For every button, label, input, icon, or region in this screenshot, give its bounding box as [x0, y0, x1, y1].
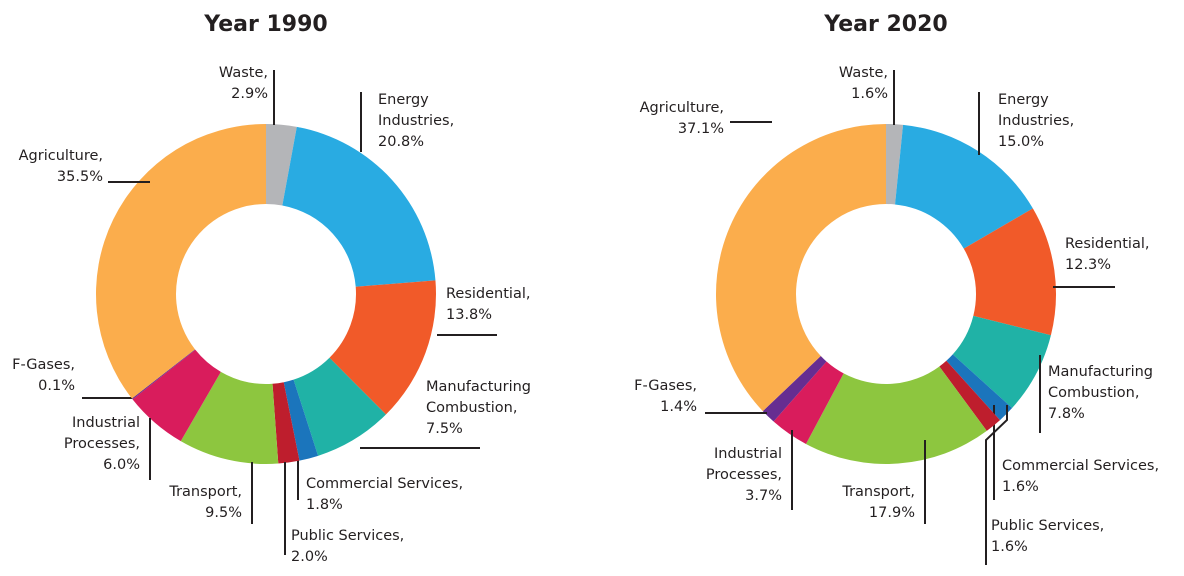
category-name: Public Services,	[291, 528, 405, 544]
donut-segment	[329, 280, 436, 415]
value-label: 9.5%	[205, 505, 242, 521]
donut-segment	[293, 357, 386, 456]
segment-label: Agriculture, 37.1%	[640, 98, 724, 140]
donut-segment	[131, 349, 196, 400]
value-label: 7.8%	[1048, 406, 1085, 422]
leader-line	[985, 405, 1008, 565]
donut-segment	[266, 124, 297, 206]
segment-label: Commercial Services, 1.8%	[306, 474, 463, 516]
donut-segment	[773, 361, 844, 444]
segment-label: Waste, 1.6%	[839, 63, 888, 105]
value-label: 2.0%	[291, 549, 328, 565]
value-label: 17.9%	[868, 505, 915, 521]
segment-label: Residential, 12.3%	[1065, 234, 1149, 276]
donut-segment	[132, 349, 221, 442]
segment-label: Commercial Services, 1.6%	[1002, 456, 1159, 498]
category-name: F-Gases,	[634, 378, 697, 394]
value-label: 13.8%	[446, 307, 493, 323]
value-label: 1.6%	[1002, 479, 1039, 495]
category-name: Energy Industries,	[378, 92, 455, 129]
segment-label: F-Gases, 0.1%	[12, 355, 75, 397]
segment-label: Industrial Processes, 6.0%	[40, 413, 140, 476]
value-label: 2.9%	[231, 86, 268, 102]
category-name: Residential,	[446, 286, 531, 302]
value-label: 3.7%	[745, 488, 782, 504]
value-label: 15.0%	[998, 134, 1045, 150]
donut-segment	[946, 354, 1013, 421]
donut-segment	[895, 124, 1033, 249]
segment-label: Transport, 9.5%	[169, 482, 242, 524]
value-label: 12.3%	[1065, 257, 1112, 273]
value-label: 6.0%	[103, 457, 140, 473]
value-label: 1.6%	[991, 539, 1028, 555]
donut-segment	[283, 379, 319, 461]
donut-segment	[963, 208, 1056, 336]
value-label: 37.1%	[677, 121, 724, 137]
donut-segment	[180, 371, 279, 464]
category-name: Waste,	[838, 65, 888, 81]
donut-segment	[886, 124, 904, 205]
category-name: Transport,	[842, 484, 915, 500]
donut-segment	[805, 366, 987, 464]
category-name: Agriculture,	[18, 148, 103, 164]
chart-title: Year 2020	[824, 12, 948, 37]
category-name: Commercial Services,	[1002, 458, 1160, 474]
category-name: Energy Industries,	[998, 92, 1075, 129]
segment-label: Transport, 17.9%	[842, 482, 915, 524]
segment-label: Public Services, 2.0%	[291, 526, 404, 568]
category-name: F-Gases,	[12, 357, 75, 373]
value-label: 20.8%	[378, 134, 425, 150]
segment-label: Agriculture, 35.5%	[19, 146, 103, 188]
category-name: Residential,	[1065, 236, 1150, 252]
segment-label: Residential, 13.8%	[446, 284, 530, 326]
segment-label: Manufacturing Combustion, 7.5%	[426, 377, 561, 440]
donut-segment	[939, 360, 1001, 431]
segment-label: Manufacturing Combustion, 7.8%	[1048, 362, 1183, 425]
value-label: 1.8%	[306, 497, 343, 513]
segment-label: Industrial Processes, 3.7%	[682, 444, 782, 507]
category-name: Manufacturing Combustion,	[426, 379, 531, 416]
donut-segment	[762, 356, 827, 422]
category-name: Manufacturing Combustion,	[1048, 364, 1153, 401]
donut-segment	[95, 124, 267, 399]
value-label: 7.5%	[426, 421, 463, 437]
donut-segment	[272, 382, 300, 464]
category-name: Waste,	[218, 65, 268, 81]
category-name: Transport,	[169, 484, 242, 500]
category-name: Industrial Processes,	[705, 446, 782, 483]
donut-segment	[282, 126, 436, 287]
segment-label: Energy Industries, 20.8%	[378, 90, 478, 153]
category-name: Agriculture,	[639, 100, 724, 116]
category-name: Industrial Processes,	[63, 415, 140, 452]
segment-label: Waste, 2.9%	[219, 63, 268, 105]
donut-segment	[952, 315, 1051, 409]
segment-label: Energy Industries, 15.0%	[998, 90, 1098, 153]
category-name: Public Services,	[991, 518, 1105, 534]
value-label: 1.4%	[660, 399, 697, 415]
segment-label: F-Gases, 1.4%	[634, 376, 697, 418]
value-label: 35.5%	[56, 169, 103, 185]
value-label: 1.6%	[851, 86, 888, 102]
value-label: 0.1%	[38, 378, 75, 394]
segment-label: Public Services, 1.6%	[991, 516, 1104, 558]
donut-segment	[716, 124, 886, 412]
chart-title: Year 1990	[204, 12, 328, 37]
category-name: Commercial Services,	[306, 476, 464, 492]
